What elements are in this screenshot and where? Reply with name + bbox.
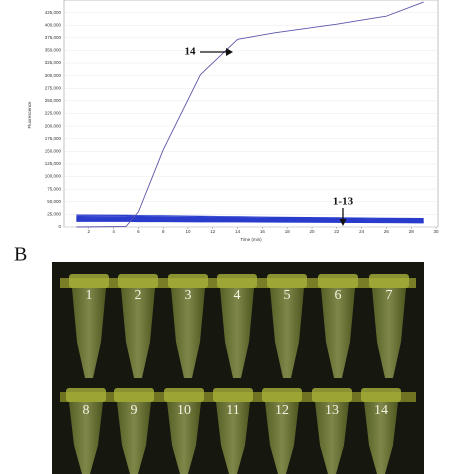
y-tick-label: 200,000 xyxy=(45,123,62,128)
tube-label: 4 xyxy=(234,288,241,303)
tube-cap xyxy=(114,388,154,402)
tube-label: 7 xyxy=(386,288,393,303)
tube-label: 5 xyxy=(284,288,291,303)
tube xyxy=(321,288,355,378)
tube-label: 13 xyxy=(325,403,339,418)
y-tick-label: 250,000 xyxy=(45,98,62,103)
tube-cap xyxy=(318,274,358,288)
y-tick-label: 400,000 xyxy=(45,22,62,27)
x-tick-label: 30 xyxy=(433,229,439,234)
x-tick-label: 4 xyxy=(112,229,115,234)
panel-label: B xyxy=(14,244,27,266)
tube xyxy=(72,288,106,378)
arrow-head xyxy=(339,219,347,226)
x-tick-label: 26 xyxy=(384,229,390,234)
y-tick-label: 50,000 xyxy=(47,199,61,204)
y-axis-label: Fluorescence xyxy=(27,101,32,129)
series-line xyxy=(76,1,424,228)
tube-label: 2 xyxy=(135,288,142,303)
tube xyxy=(315,402,349,474)
x-tick-label: 12 xyxy=(210,229,216,234)
tube-label: 11 xyxy=(226,403,239,418)
x-axis-label: Time (min) xyxy=(240,237,262,242)
tube xyxy=(171,288,205,378)
y-tick-label: 125,000 xyxy=(45,161,62,166)
tube-cap xyxy=(361,388,401,402)
y-tick-label: 75,000 xyxy=(47,186,61,191)
tube-cap xyxy=(118,274,158,288)
tube xyxy=(364,402,398,474)
x-tick-label: 28 xyxy=(409,229,415,234)
series-line xyxy=(76,214,424,219)
tube-label: 12 xyxy=(275,403,289,418)
tube-cap xyxy=(213,388,253,402)
x-tick-label: 22 xyxy=(334,229,340,234)
y-tick-label: 375,000 xyxy=(45,35,62,40)
y-tick-label: 150,000 xyxy=(45,149,62,154)
y-tick-label: 425,000 xyxy=(45,10,62,15)
tube-cap xyxy=(369,274,409,288)
x-tick-label: 18 xyxy=(285,229,291,234)
arrow-head xyxy=(226,48,233,56)
tube-label: 10 xyxy=(177,403,191,418)
tube xyxy=(216,402,250,474)
tubes: 1 2 3 4 5 6 78 9 10 11 12 13 14 xyxy=(66,274,409,474)
tube xyxy=(265,402,299,474)
y-tick-label: 25,000 xyxy=(47,212,61,217)
tube xyxy=(121,288,155,378)
tube xyxy=(372,288,406,378)
tube-label: 3 xyxy=(185,288,192,303)
annotation: 14 xyxy=(185,46,197,58)
tube xyxy=(270,288,304,378)
series-line xyxy=(76,215,424,220)
y-tick-label: 175,000 xyxy=(45,136,62,141)
x-tick-label: 6 xyxy=(137,229,140,234)
y-tick-label: 300,000 xyxy=(45,73,62,78)
x-tick-label: 20 xyxy=(309,229,315,234)
tube-cap xyxy=(164,388,204,402)
tube-cap xyxy=(262,388,302,402)
lines xyxy=(76,1,424,228)
tube-label: 8 xyxy=(83,403,90,418)
x-tick-label: 10 xyxy=(185,229,191,234)
tube-label: 6 xyxy=(335,288,342,303)
grid xyxy=(64,12,438,228)
tube xyxy=(69,402,103,474)
tube-cap xyxy=(168,274,208,288)
y-tick-label: 100,000 xyxy=(45,174,62,179)
tube-cap xyxy=(66,388,106,402)
tube-label: 9 xyxy=(131,403,138,418)
y-tick-label: 225,000 xyxy=(45,111,62,116)
x-tick-label: 16 xyxy=(260,229,266,234)
y-tick-label: 0 xyxy=(58,224,61,229)
tube-cap xyxy=(312,388,352,402)
y-tick-label: 325,000 xyxy=(45,60,62,65)
x-tick-label: 24 xyxy=(359,229,365,234)
tube-label: 14 xyxy=(374,403,388,418)
tube xyxy=(167,402,201,474)
y-tick-label: 275,000 xyxy=(45,85,62,90)
tube xyxy=(220,288,254,378)
tube-label: 1 xyxy=(86,288,93,303)
x-tick-label: 2 xyxy=(88,229,91,234)
annotation: 1-13 xyxy=(333,196,354,208)
tube-cap xyxy=(217,274,257,288)
x-tick-label: 8 xyxy=(162,229,165,234)
y-tick-label: 350,000 xyxy=(45,48,62,53)
series-line xyxy=(76,216,424,220)
tube-cap xyxy=(267,274,307,288)
x-tick-label: 14 xyxy=(235,229,241,234)
tube-cap xyxy=(69,274,109,288)
tube xyxy=(117,402,151,474)
